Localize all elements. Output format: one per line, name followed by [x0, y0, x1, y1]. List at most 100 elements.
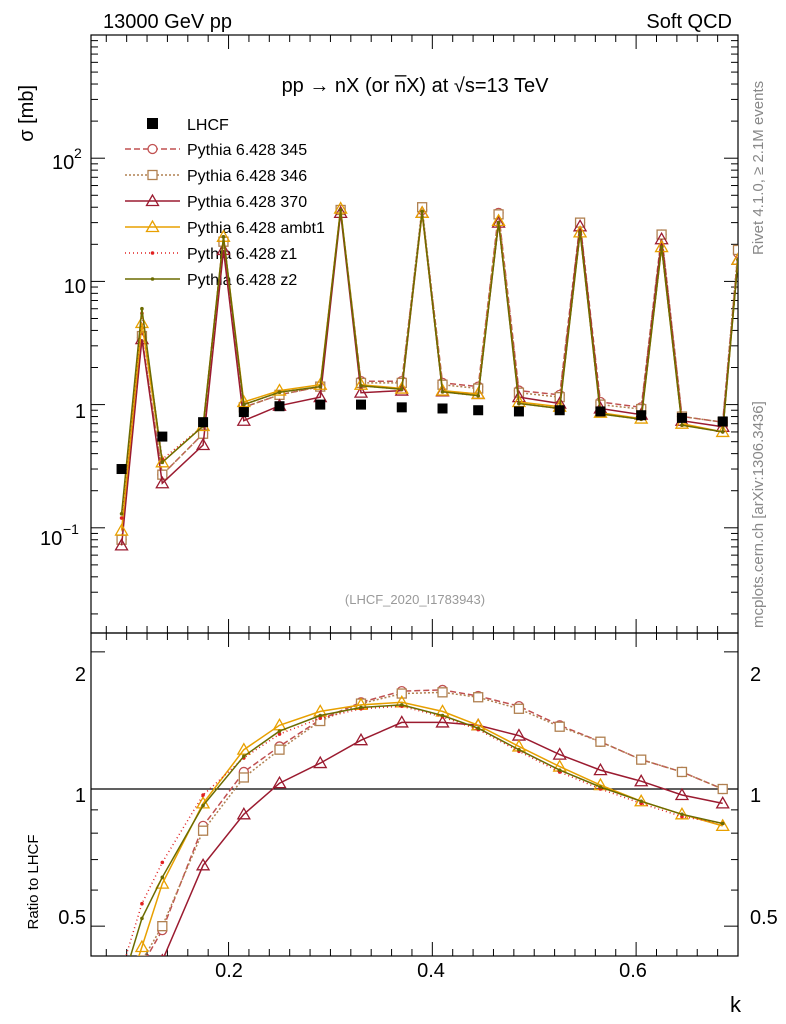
lhcf-point: [438, 403, 448, 413]
ratio-point-1: [596, 737, 605, 746]
ratio-point-1: [637, 755, 646, 764]
series-point-5: [359, 384, 363, 388]
lhcf-point: [274, 401, 284, 411]
lhcf-point: [555, 405, 565, 415]
lhcf-point: [636, 410, 646, 420]
series-point-5: [441, 390, 445, 394]
main-y-tick-labels: 10 −1 1 10 10 2: [40, 145, 86, 550]
x-tick-0.2: 0.2: [215, 960, 243, 982]
ratio-point-5: [476, 726, 480, 730]
ratio-point-5: [318, 714, 322, 718]
legend-label-ambt1: Pythia 6.428 ambt1: [187, 220, 325, 237]
ratio-point-1: [474, 693, 483, 702]
lhcf-point: [198, 417, 208, 427]
ratio-point-5: [680, 813, 684, 817]
ratio-point-5: [721, 822, 725, 826]
series-point-5: [420, 210, 424, 214]
chart-title: pp → nX (or n̅X) at √s=13 TeV: [282, 74, 550, 97]
lhcf-point: [397, 402, 407, 412]
series-point-5: [120, 512, 124, 516]
ratio-point-5: [359, 706, 363, 710]
lhcf-point: [595, 406, 605, 416]
ratio-point-1: [199, 826, 208, 835]
ratio-point-1: [677, 767, 686, 776]
series-point-5: [680, 423, 684, 427]
mcplots-note: mcplots.cern.ch [arXiv:1306.3436]: [750, 401, 767, 628]
y-tick-100-base: 10: [52, 152, 74, 174]
ratio-tick-2-left: 2: [75, 664, 86, 686]
legend-label-346: Pythia 6.428 346: [187, 168, 307, 185]
chart: 13000 GeV pp Soft QCD Rivet 4.1.0, ≥ 2.1…: [0, 0, 786, 1024]
y-tick-0-1-exp: −1: [63, 521, 79, 537]
lhcf-point: [718, 416, 728, 426]
ratio-tick-0.5-left: 0.5: [58, 907, 86, 929]
series-point-5: [400, 388, 404, 392]
series-point-5: [222, 235, 226, 239]
legend-marker-4: [151, 251, 155, 255]
ratio-point-4: [161, 861, 165, 865]
ratio-point-5: [517, 748, 521, 752]
ratio-point-5: [120, 984, 124, 988]
ratio-point-5: [441, 714, 445, 718]
series-point-5: [476, 394, 480, 398]
series-point-5: [736, 258, 740, 262]
x-tick-0.6: 0.6: [619, 960, 647, 982]
x-tick-labels: 0.2 0.4 0.6: [215, 960, 647, 982]
legend-marker-1: [148, 171, 157, 180]
series-point-5: [497, 221, 501, 225]
series-point-5: [318, 385, 322, 389]
legend-label-370: Pythia 6.428 370: [187, 194, 307, 211]
ratio-point-1: [555, 722, 564, 731]
legend-label-lhcf: LHCF: [187, 117, 229, 134]
ratio-point-1: [438, 688, 447, 697]
lhcf-point: [117, 464, 127, 474]
ratio-point-1: [158, 922, 167, 931]
ratio-point-5: [558, 768, 562, 772]
legend-marker-5: [151, 277, 155, 281]
ratio-point-2: [136, 1008, 148, 1019]
ratio-tick-labels: 0.5 1 2 0.5 1 2: [58, 664, 778, 929]
lhcf-point: [473, 405, 483, 415]
legend-label-z1: Pythia 6.428 z1: [187, 246, 297, 263]
ratio-point-5: [140, 917, 144, 921]
lhcf-point: [514, 406, 524, 416]
x-tick-0.4: 0.4: [417, 960, 445, 982]
ratio-point-1: [718, 785, 727, 794]
series-point-5: [660, 245, 664, 249]
header-left: 13000 GeV pp: [103, 11, 232, 33]
x-axis-label: k: [730, 992, 742, 1017]
dataset-label: (LHCF_2020_I1783943): [345, 592, 485, 607]
ratio-point-5: [599, 785, 603, 789]
ratio-tick-1-left: 1: [75, 785, 86, 807]
ratio-tick-1-right: 1: [750, 785, 761, 807]
rivet-note: Rivet 4.1.0, ≥ 2.1M events: [750, 81, 767, 255]
lhcf-point: [315, 400, 325, 410]
lhcf-point: [356, 400, 366, 410]
series-point-5: [140, 307, 144, 311]
ratio-point-5: [242, 754, 246, 758]
lhcf-point: [677, 413, 687, 423]
ratio-axis-label: Ratio to LHCF: [25, 834, 42, 929]
legend-label-z2: Pythia 6.428 z2: [187, 272, 297, 289]
series-point-5: [161, 461, 165, 465]
ratio-tick-0.5-right: 0.5: [750, 907, 778, 929]
ratio-point-5: [278, 729, 282, 733]
ratio-point-4: [120, 969, 124, 973]
series-point-5: [278, 390, 282, 394]
series-point-5: [721, 430, 725, 434]
series-point-4: [120, 516, 124, 520]
legend-marker-0: [148, 145, 157, 154]
ratio-tick-2-right: 2: [750, 664, 761, 686]
ratio-point-0: [137, 961, 146, 970]
ratio-point-1: [514, 704, 523, 713]
legend-symbols: [125, 118, 180, 281]
y-tick-100-exp: 2: [74, 145, 82, 161]
legend-label-345: Pythia 6.428 345: [187, 142, 307, 159]
ratio-point-1: [239, 773, 248, 782]
ratio-line-5: [122, 705, 723, 986]
ratio-point-4: [140, 902, 144, 906]
ratio-point-3: [116, 1002, 128, 1013]
ratio-line-4: [122, 706, 723, 970]
series-point-5: [242, 403, 246, 407]
ratio-point-5: [639, 799, 643, 803]
